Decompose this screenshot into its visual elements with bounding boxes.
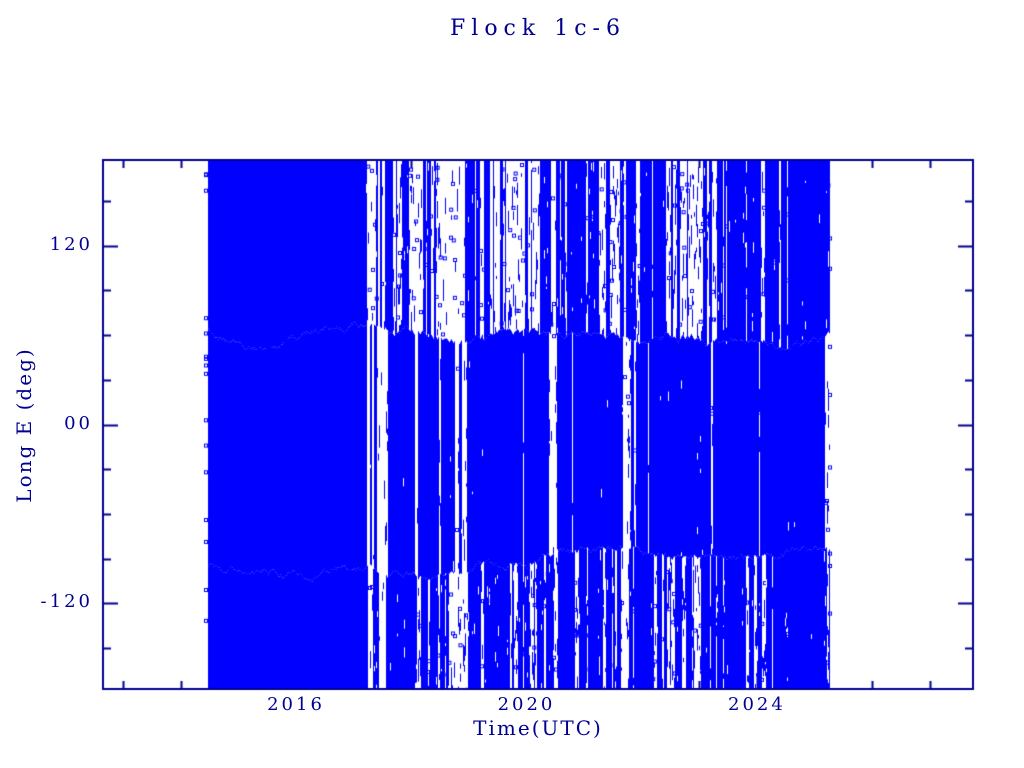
y-tick-label: 120 (49, 233, 93, 255)
x-tick-label: 2024 (728, 694, 786, 715)
x-axis-title: Time(UTC) (473, 716, 603, 740)
x-tick-label: 2016 (267, 694, 325, 715)
y-tick-label: -120 (40, 591, 93, 613)
chart-title: Flock 1c-6 (450, 16, 626, 41)
x-tick-label: 2020 (497, 694, 556, 715)
y-tick-label: 00 (64, 412, 93, 434)
